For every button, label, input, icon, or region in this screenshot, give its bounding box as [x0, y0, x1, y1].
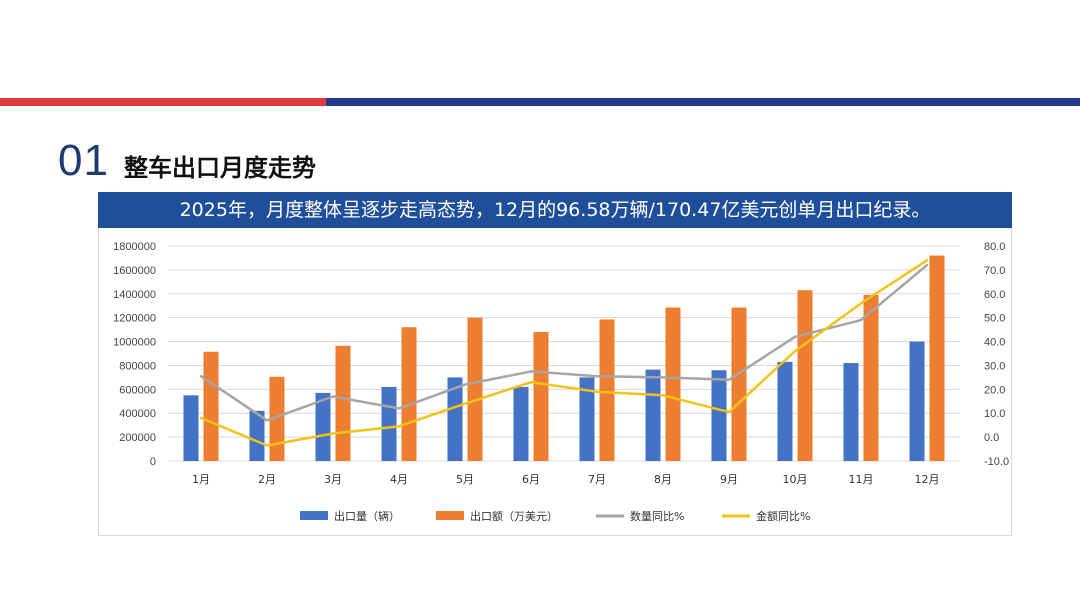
left-tick-label: 400000 [119, 408, 156, 420]
bar-volume [183, 395, 199, 461]
bar-volume [315, 392, 331, 461]
right-tick-label: -10.0 [984, 456, 1009, 468]
left-tick-label: 0 [150, 456, 156, 468]
right-tick-label: 0.0 [984, 432, 999, 444]
legend-swatch [300, 511, 328, 520]
bar-amount [533, 332, 549, 461]
category-label: 7月 [588, 473, 606, 486]
left-tick-label: 800000 [119, 360, 156, 372]
category-label: 9月 [720, 473, 738, 486]
right-tick-label: 10.0 [984, 408, 1005, 420]
bar-amount [797, 290, 813, 461]
left-tick-label: 1800000 [113, 241, 156, 253]
line-amount-yoy [199, 259, 929, 447]
category-label: 2月 [258, 473, 276, 486]
right-tick-label: 50.0 [984, 313, 1005, 325]
left-axis: 0 200000 400000 600000 800000 1000000 1200000 1… [113, 241, 156, 468]
bar-amount [401, 327, 417, 461]
header-accent-red [0, 98, 326, 106]
legend: 出口量（辆） 出口额（万美元） 数量同比% 金额同比% [300, 509, 810, 523]
category-label: 6月 [522, 473, 540, 486]
right-tick-label: 40.0 [984, 337, 1005, 349]
legend-label: 出口额（万美元） [470, 509, 558, 523]
bar-volume [843, 363, 859, 461]
bar-amount [269, 376, 285, 461]
legend-label: 出口量（辆） [334, 509, 400, 523]
left-tick-label: 600000 [119, 384, 156, 396]
bar-volume [513, 386, 529, 461]
category-label: 11月 [849, 473, 874, 486]
category-label: 1月 [192, 473, 210, 486]
line-volume-yoy [199, 263, 929, 422]
bar-amount [665, 307, 681, 461]
right-tick-label: 20.0 [984, 384, 1005, 396]
bar-volume [711, 370, 727, 461]
bar-amount [929, 255, 945, 461]
bar-amount [335, 345, 351, 461]
section-number: 01 [58, 136, 109, 185]
bar-volume [447, 377, 463, 461]
category-label: 5月 [456, 473, 474, 486]
left-tick-label: 1400000 [113, 289, 156, 301]
bars [183, 255, 945, 461]
legend-label: 金额同比% [756, 509, 810, 523]
legend-swatch [436, 511, 464, 520]
section-title: 整车出口月度走势 [124, 154, 316, 182]
left-tick-label: 200000 [119, 432, 156, 444]
left-tick-label: 1200000 [113, 313, 156, 325]
bar-volume [579, 377, 595, 461]
bar-amount [467, 317, 483, 461]
left-tick-label: 1600000 [113, 265, 156, 277]
bar-volume [909, 341, 925, 461]
bar-volume [777, 361, 793, 461]
category-label: 10月 [783, 473, 808, 486]
category-label: 8月 [654, 473, 672, 486]
grid-lines [168, 245, 960, 462]
legend-label: 数量同比% [630, 510, 684, 523]
combo-chart: 0 200000 400000 600000 800000 1000000 1200000 1… [113, 241, 1009, 523]
bar-amount [863, 294, 879, 461]
header-accent-blue [326, 98, 1080, 106]
category-label: 4月 [390, 473, 408, 486]
category-label: 12月 [915, 473, 940, 486]
right-tick-label: 70.0 [984, 265, 1005, 277]
bar-amount [731, 307, 747, 461]
summary-banner: 2025年，月度整体呈逐步走高态势，12月的96.58万辆/170.47亿美元创… [98, 192, 1012, 228]
left-tick-label: 1000000 [113, 337, 156, 349]
bar-volume [381, 386, 397, 461]
right-tick-label: 80.0 [984, 241, 1005, 253]
bar-amount [599, 319, 615, 461]
category-label: 3月 [324, 473, 342, 486]
right-tick-label: 30.0 [984, 360, 1005, 372]
bar-volume [645, 369, 661, 461]
bar-volume [249, 410, 265, 461]
lines [199, 259, 929, 447]
bar-amount [203, 351, 219, 461]
right-axis: -10.0 0.0 10.0 20.0 30.0 40.0 50.0 60.0 70.0 80.0 [984, 241, 1009, 468]
right-tick-label: 60.0 [984, 289, 1005, 301]
chart-frame [98, 228, 1012, 536]
category-axis: 1月 2月 3月 4月 5月 6月 7月 8月 9月 10月 11月 12月 [192, 473, 940, 486]
